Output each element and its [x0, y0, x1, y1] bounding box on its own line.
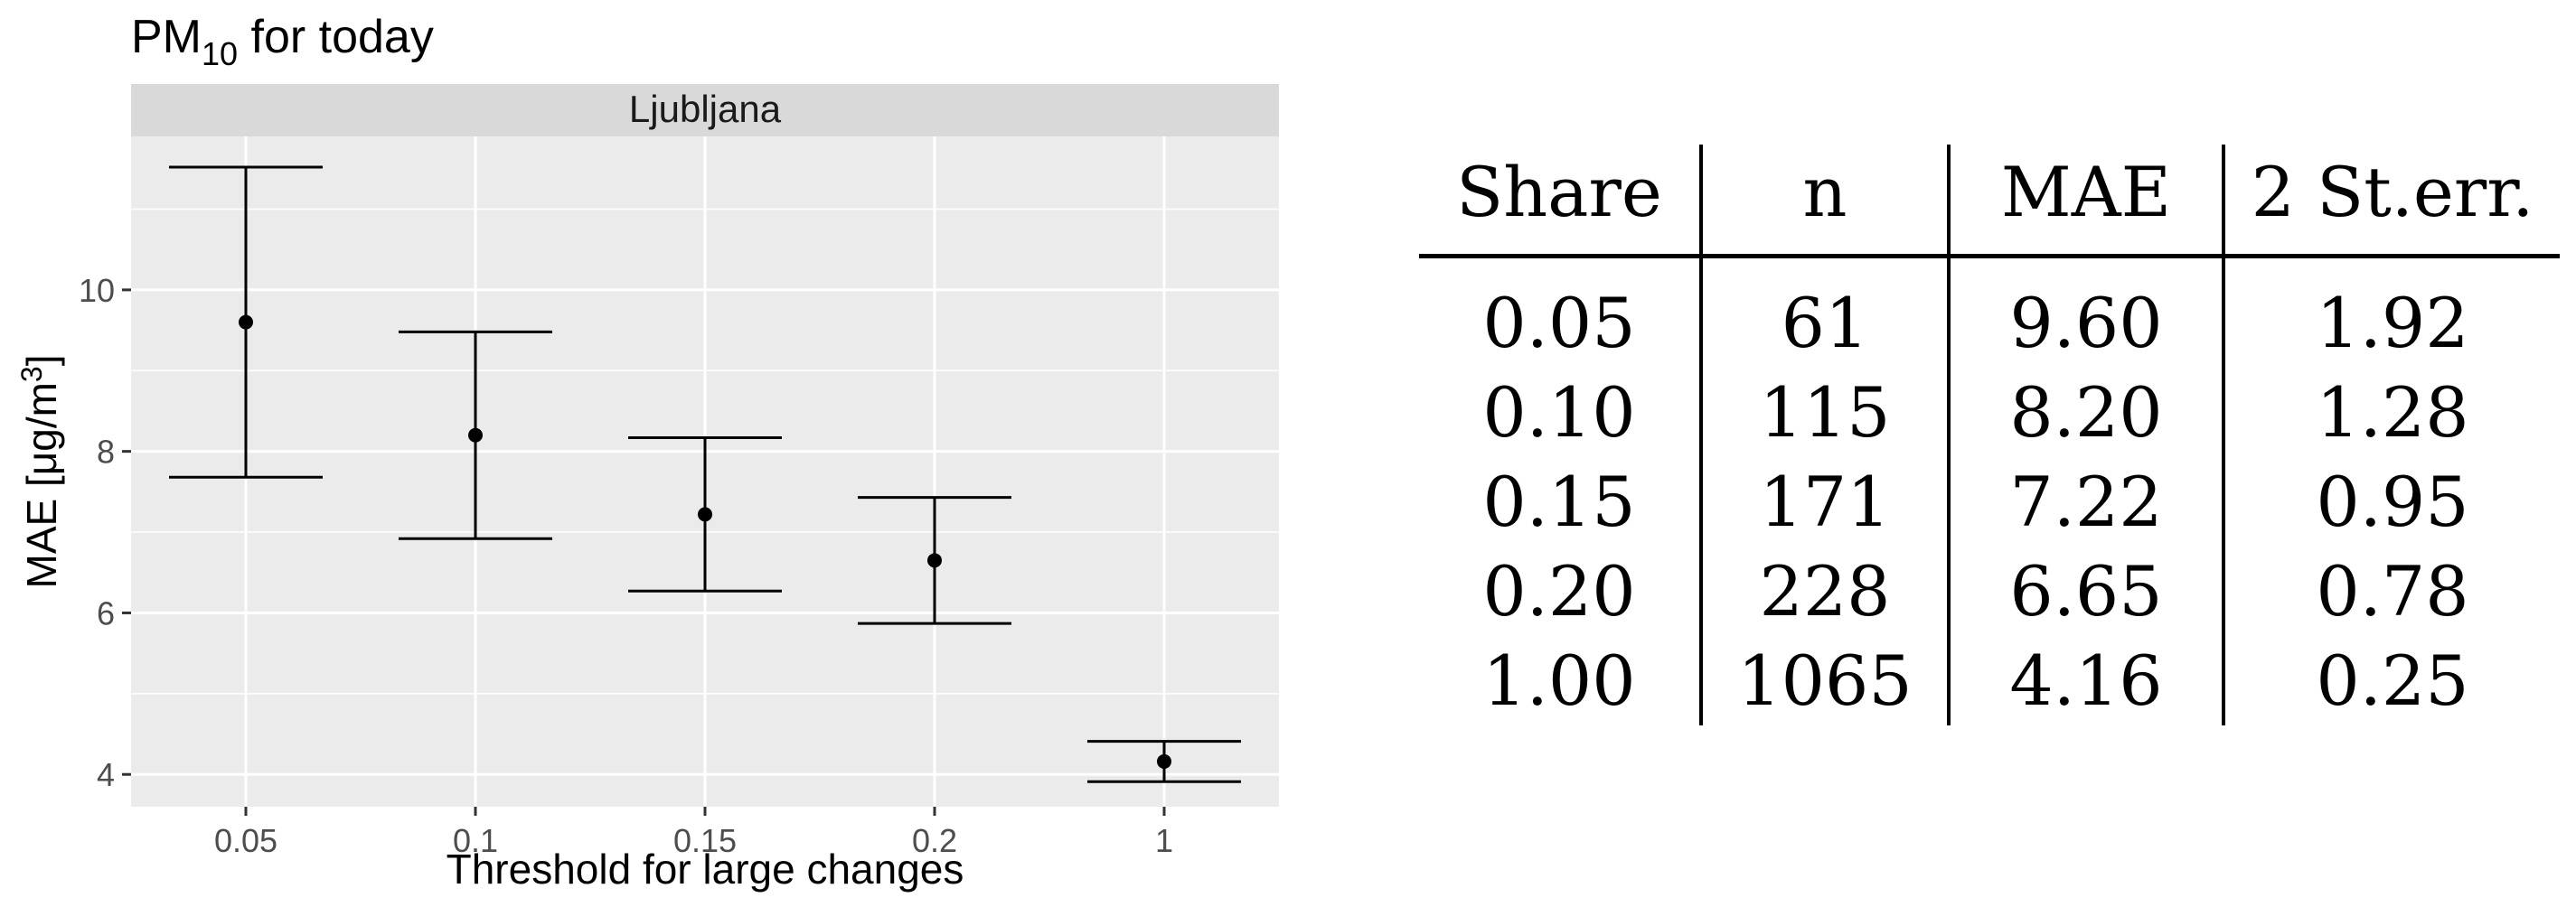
cell-mae: 7.22 — [1949, 457, 2225, 547]
x-tick-label: 1 — [1155, 822, 1173, 859]
y-axis-title-sup: 3 — [15, 366, 48, 382]
title-main: PM — [131, 11, 202, 63]
cell-n: 1065 — [1701, 636, 1951, 725]
table-row: 0.20 228 6.65 0.78 — [1419, 547, 2560, 636]
x-axis: 0.05 0.1 0.15 0.2 1 — [214, 807, 1173, 859]
x-tick-label: 0.2 — [912, 822, 957, 859]
cell-st-err: 1.92 — [2316, 283, 2469, 363]
table-row: 0.05 61 9.60 1.92 — [1419, 256, 2560, 368]
data-point — [927, 553, 942, 568]
cell-mae: 9.60 — [1949, 256, 2225, 368]
y-tick-label: 4 — [97, 756, 115, 793]
y-tick-label: 8 — [97, 434, 115, 471]
data-point — [239, 314, 253, 330]
cell-share: 1.00 — [1419, 636, 1703, 725]
cell-st-err: 0.78 — [2316, 551, 2469, 631]
results-table-container: Share n MAE 2 St.err. 0.05 61 9.60 1.92 … — [1419, 145, 2567, 725]
cell-n: 61 — [1701, 256, 1951, 368]
x-axis-title: Threshold for large changes — [447, 846, 964, 893]
cell-share: 0.10 — [1419, 368, 1703, 457]
header-mae: MAE — [1949, 145, 2225, 258]
cell-st-err: 0.95 — [2316, 462, 2469, 542]
results-table: Share n MAE 2 St.err. 0.05 61 9.60 1.92 … — [1419, 145, 2560, 725]
header-share: Share — [1419, 145, 1703, 258]
title-rest: for today — [238, 11, 434, 63]
table-row: 1.00 1065 4.16 0.25 — [1419, 636, 2560, 725]
cell-mae: 8.20 — [1949, 368, 2225, 457]
y-axis-title: MAE [μg/m3] — [15, 354, 65, 588]
cell-n: 115 — [1701, 368, 1951, 457]
x-tick-label: 0.1 — [453, 822, 498, 859]
data-point — [698, 507, 712, 522]
cell-share: 0.05 — [1419, 256, 1703, 368]
cell-n: 171 — [1701, 457, 1951, 547]
table-header-row: Share n MAE 2 St.err. — [1419, 145, 2560, 258]
cell-share: 0.20 — [1419, 547, 1703, 636]
x-tick-label: 0.05 — [214, 822, 277, 859]
table-row: 0.10 115 8.20 1.28 — [1419, 368, 2560, 457]
y-tick-label: 10 — [79, 272, 115, 309]
y-axis: 4 6 8 10 — [79, 272, 131, 793]
header-st-err: 2 St.err. — [2223, 145, 2560, 258]
table-row: 0.15 171 7.22 0.95 — [1419, 457, 2560, 547]
y-axis-title-main: MAE [μg/m — [18, 382, 65, 588]
title-subscript: 10 — [202, 35, 238, 72]
cell-n: 228 — [1701, 547, 1951, 636]
cell-mae: 6.65 — [1949, 547, 2225, 636]
header-n: n — [1701, 145, 1951, 258]
data-marks — [169, 165, 1241, 783]
chart-title: PM10 for today — [131, 11, 434, 72]
cell-mae: 4.16 — [1949, 636, 2225, 725]
cell-share: 0.15 — [1419, 457, 1703, 547]
y-tick-label: 6 — [97, 594, 115, 631]
facet-label: Ljubljana — [629, 88, 782, 130]
y-axis-title-close: ] — [18, 354, 65, 366]
cell-st-err: 1.28 — [2316, 372, 2469, 453]
cell-st-err: 0.25 — [2316, 641, 2469, 721]
facet-strip — [131, 84, 1279, 136]
data-point — [1157, 753, 1171, 769]
x-tick-label: 0.15 — [673, 822, 737, 859]
data-point — [468, 427, 483, 443]
